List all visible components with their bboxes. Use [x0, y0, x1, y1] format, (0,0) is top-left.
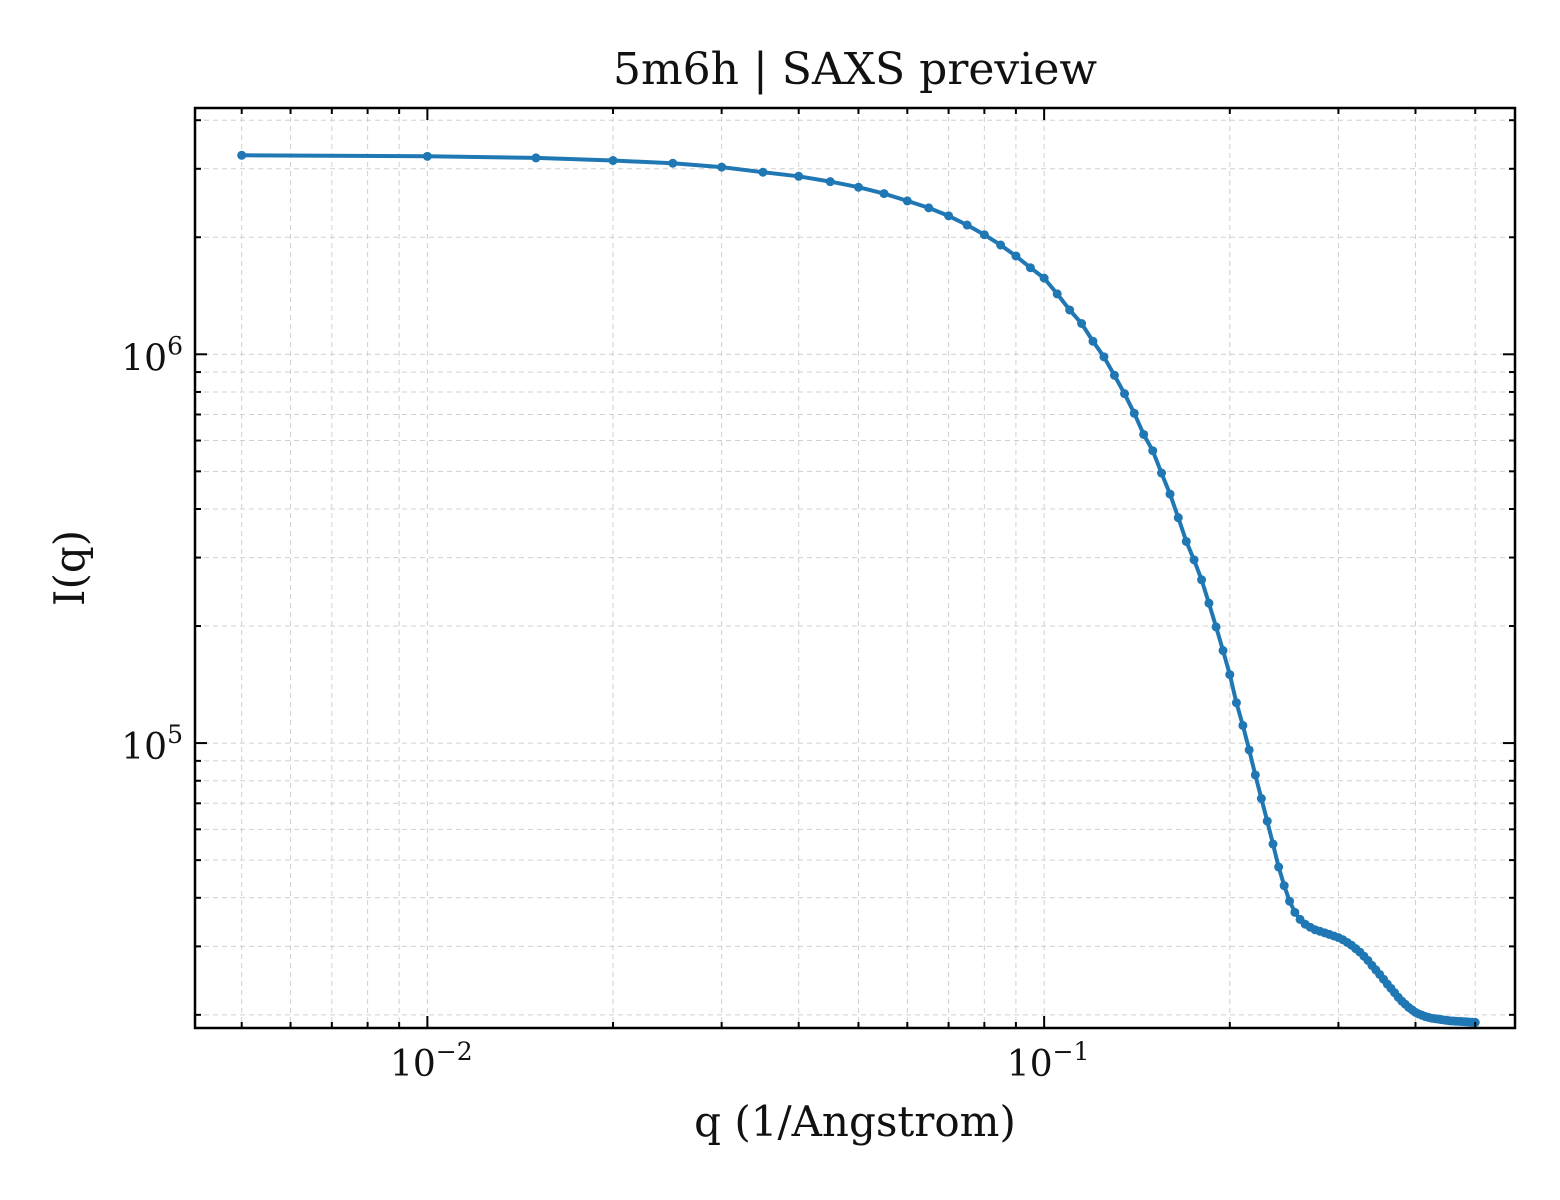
data-point: [1165, 489, 1175, 499]
data-point: [1011, 251, 1021, 261]
data-point: [853, 182, 863, 192]
data-point: [1157, 468, 1167, 478]
data-point: [962, 220, 972, 230]
data-point: [879, 189, 889, 199]
data-point: [758, 167, 768, 177]
data-point: [1268, 839, 1278, 849]
grid: [195, 108, 1515, 1028]
data-point: [1197, 575, 1207, 585]
data-point: [1109, 370, 1119, 380]
data-point: [668, 158, 678, 168]
data-point: [1139, 429, 1149, 439]
plot-frame: [193, 106, 1517, 1030]
data-point: [1290, 907, 1300, 917]
data-point: [1218, 646, 1228, 656]
data-point: [1099, 352, 1109, 362]
data-point: [924, 203, 934, 213]
data-point: [237, 150, 247, 160]
data-point: [825, 177, 835, 187]
chart-title: 5m6h | SAXS preview: [613, 44, 1097, 95]
x-tick-label: 10−1: [1007, 1037, 1090, 1085]
x-axis-label: q (1/Angstrom): [694, 1097, 1016, 1146]
y-axis-label: I(q): [45, 530, 94, 606]
tick-labels: 10−2 10−1 105 106: [121, 331, 1089, 1085]
data-point: [717, 162, 727, 172]
data-point: [1189, 555, 1199, 565]
data-point: [1025, 263, 1035, 273]
data-point: [1204, 598, 1214, 608]
data-point: [1052, 289, 1062, 299]
data-point: [979, 230, 989, 240]
data-point: [531, 153, 541, 163]
data-point: [1238, 720, 1248, 730]
data-point: [608, 156, 618, 166]
data-point: [1181, 536, 1191, 546]
data-point: [1250, 770, 1260, 780]
data-point: [1231, 698, 1241, 708]
data-point: [1225, 670, 1235, 680]
data-point: [1244, 745, 1254, 755]
data-point: [902, 196, 912, 206]
data-point: [996, 240, 1006, 250]
data-point: [1077, 319, 1087, 329]
data-point: [1279, 881, 1289, 891]
data-point: [1120, 389, 1130, 399]
data-point: [1039, 273, 1049, 283]
data-point: [1262, 816, 1272, 826]
series-layer: [237, 150, 1480, 1027]
data-point: [1211, 622, 1221, 632]
data-point: [944, 211, 954, 221]
data-point: [794, 171, 804, 181]
data-point: [1088, 336, 1098, 346]
ticks: [195, 108, 1515, 1028]
data-point: [1256, 794, 1266, 804]
x-tick-label: 10−2: [390, 1037, 473, 1085]
data-point: [1285, 896, 1295, 906]
data-point: [1148, 446, 1158, 456]
y-tick-label: 105: [121, 720, 183, 768]
data-point: [1065, 305, 1075, 315]
y-tick-label: 106: [121, 331, 183, 379]
data-point: [1173, 513, 1183, 523]
data-point: [1274, 862, 1284, 872]
data-point: [1129, 408, 1139, 418]
data-point: [422, 151, 432, 161]
